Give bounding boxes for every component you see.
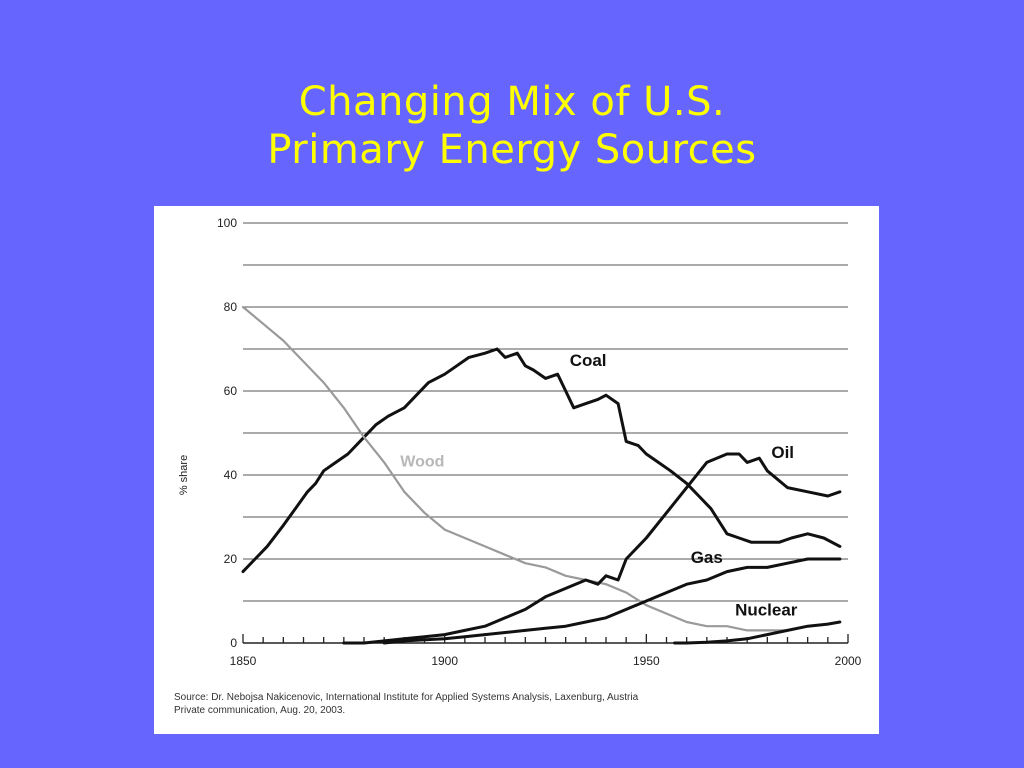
gridlines <box>243 222 848 602</box>
y-tick-label: 60 <box>224 384 238 398</box>
source-note: Source: Dr. Nebojsa Nakicenovic, Interna… <box>174 691 874 717</box>
source-line-1: Source: Dr. Nebojsa Nakicenovic, Interna… <box>174 692 639 703</box>
title-line-1: Changing Mix of U.S. <box>298 79 726 125</box>
x-tick-label: 2000 <box>835 654 862 668</box>
series-line-coal <box>241 347 842 574</box>
series-line-wood <box>241 305 789 632</box>
series-labels: Coal Wood Oil Gas Nuclear <box>400 351 798 619</box>
series-label-coal: Coal <box>570 351 607 370</box>
series-label-oil: Oil <box>771 443 794 462</box>
x-tick-label: 1950 <box>633 654 660 668</box>
series-line-oil <box>342 452 842 645</box>
series-line-gas <box>382 557 842 645</box>
series-label-wood: Wood <box>400 454 444 471</box>
energy-share-chart: 1850 1900 1950 2000 0 20 40 60 80 100 % share Coal… <box>178 216 862 668</box>
y-tick-label: 40 <box>224 468 238 482</box>
y-tick-label: 80 <box>224 300 238 314</box>
title-line-2: Primary Energy Sources <box>267 127 757 173</box>
x-tick-label: 1900 <box>431 654 458 668</box>
y-tick-label: 0 <box>230 636 237 650</box>
y-axis-label: % share <box>178 455 190 495</box>
y-tick-label: 100 <box>217 216 237 230</box>
y-tick-label: 20 <box>224 552 238 566</box>
chart-figure: 1850 1900 1950 2000 0 20 40 60 80 100 % share Coal… <box>154 206 879 734</box>
source-line-2: Private communication, Aug. 20, 2003. <box>174 705 346 716</box>
x-tick-label: 1850 <box>230 654 257 668</box>
series-label-nuclear: Nuclear <box>735 600 798 619</box>
series-label-gas: Gas <box>691 548 723 567</box>
series-lines <box>241 305 842 645</box>
slide-title: Changing Mix of U.S. Primary Energy Sour… <box>0 78 1024 174</box>
series-line-nuclear <box>673 620 842 645</box>
